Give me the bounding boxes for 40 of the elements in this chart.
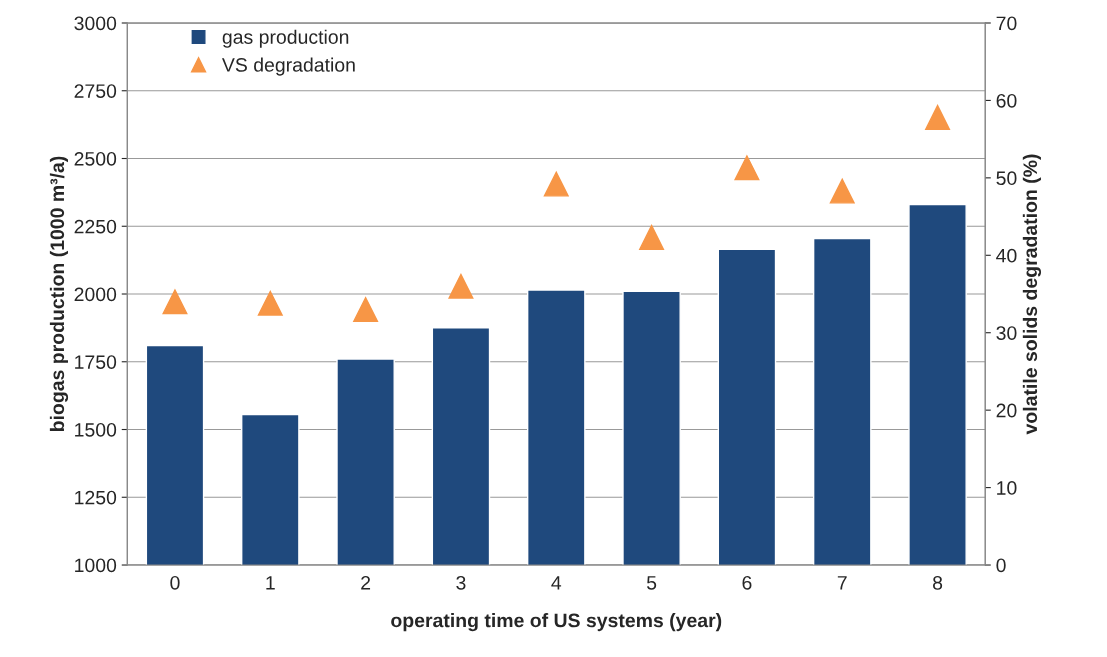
point [734,155,760,181]
x-tick-label: 0 [170,575,180,590]
y-tick-label: 2250 [74,219,117,234]
y2-tick-label: 70 [996,16,1017,31]
y2-tick-label: 20 [996,403,1017,418]
y2-tick-label: 0 [996,558,1006,573]
y-axis-title: biogas production (1000 m³/a) [49,156,69,431]
y2-tick-label: 60 [996,93,1017,108]
x-tick-label: 4 [551,576,562,590]
x-tick-label: 1 [266,576,275,590]
point [639,224,665,250]
y-tick-label: 2000 [74,287,117,302]
point [353,296,379,322]
y2-tick-label: 50 [996,171,1017,186]
y-tick-label: 1250 [75,490,117,505]
y2-axis-title: volatile solids degradation (%) [1022,154,1042,435]
x-tick-label: 7 [837,576,847,590]
y-tick-label: 1000 [75,558,117,573]
y-tick-label: 3000 [74,16,117,31]
x-tick-label: 3 [456,575,466,590]
x-tick-label: 6 [742,575,752,590]
x-tick-label: 2 [361,575,371,590]
point [448,273,474,299]
point [543,171,569,197]
y-tick-label: 2500 [74,151,117,166]
x-axis-title: operating time of US systems (year) [391,613,722,632]
y2-tick-label: 40 [996,248,1017,263]
y-tick-label: 2750 [74,84,117,98]
point [257,290,283,316]
y-tick-label: 1500 [75,422,117,437]
point [829,178,855,204]
point [162,289,188,315]
x-tick-label: 8 [933,575,943,590]
x-tick-label: 5 [646,576,657,590]
y-tick-label: 1750 [75,355,117,369]
point [925,104,951,130]
legend-label: gas production [222,29,349,48]
legend-label: VS degradation [221,57,355,76]
y2-tick-label: 10 [997,481,1017,495]
y2-tick-label: 30 [996,326,1017,340]
